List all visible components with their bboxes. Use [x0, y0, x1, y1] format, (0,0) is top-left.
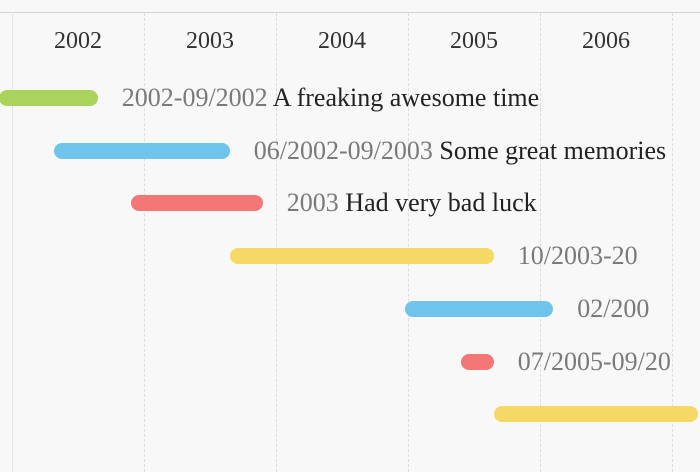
grid-line: [672, 13, 673, 472]
timeline-top-border: [0, 12, 700, 13]
year-label-2005: 2005: [450, 28, 498, 54]
event-label-3: 2003 Had very bad luck: [287, 187, 537, 219]
year-label-2004: 2004: [318, 28, 366, 54]
event-bar-2[interactable]: [54, 142, 230, 159]
event-title: Some great memories: [439, 135, 667, 165]
event-label-5: 02/200: [577, 293, 649, 325]
grid-line: [408, 13, 409, 472]
event-label-4: 10/2003-20: [518, 240, 638, 272]
event-title: A freaking awesome time: [272, 83, 540, 112]
event-bar-5[interactable]: [405, 300, 554, 317]
year-label-2003: 2003: [186, 28, 234, 54]
event-bar-7[interactable]: [493, 406, 699, 423]
timeline-left-border: [12, 12, 13, 472]
event-bar-1[interactable]: [0, 90, 98, 106]
grid-line: [276, 13, 277, 472]
event-date: 06/2002-09/2003: [253, 135, 433, 165]
event-date: 02/200: [577, 293, 650, 323]
event-label-6: 07/2005-09/20: [518, 346, 671, 378]
grid-line: [540, 13, 541, 472]
event-date: 07/2005-09/20: [517, 346, 671, 376]
year-label-2006: 2006: [582, 28, 630, 54]
event-date: 10/2003-20: [517, 241, 638, 271]
event-date: 2002-09/2002: [121, 83, 268, 112]
event-bar-4[interactable]: [229, 248, 494, 265]
grid-line: [144, 13, 145, 472]
event-bar-6[interactable]: [460, 353, 494, 370]
event-label-1: 2002-09/2002 A freaking awesome time: [122, 82, 539, 114]
event-title: Had very bad luck: [345, 188, 537, 218]
year-label-2002: 2002: [54, 28, 102, 54]
event-label-2: 06/2002-09/2003 Some great memories: [254, 135, 666, 167]
event-date: 2003: [286, 188, 339, 218]
event-bar-3[interactable]: [130, 195, 263, 212]
